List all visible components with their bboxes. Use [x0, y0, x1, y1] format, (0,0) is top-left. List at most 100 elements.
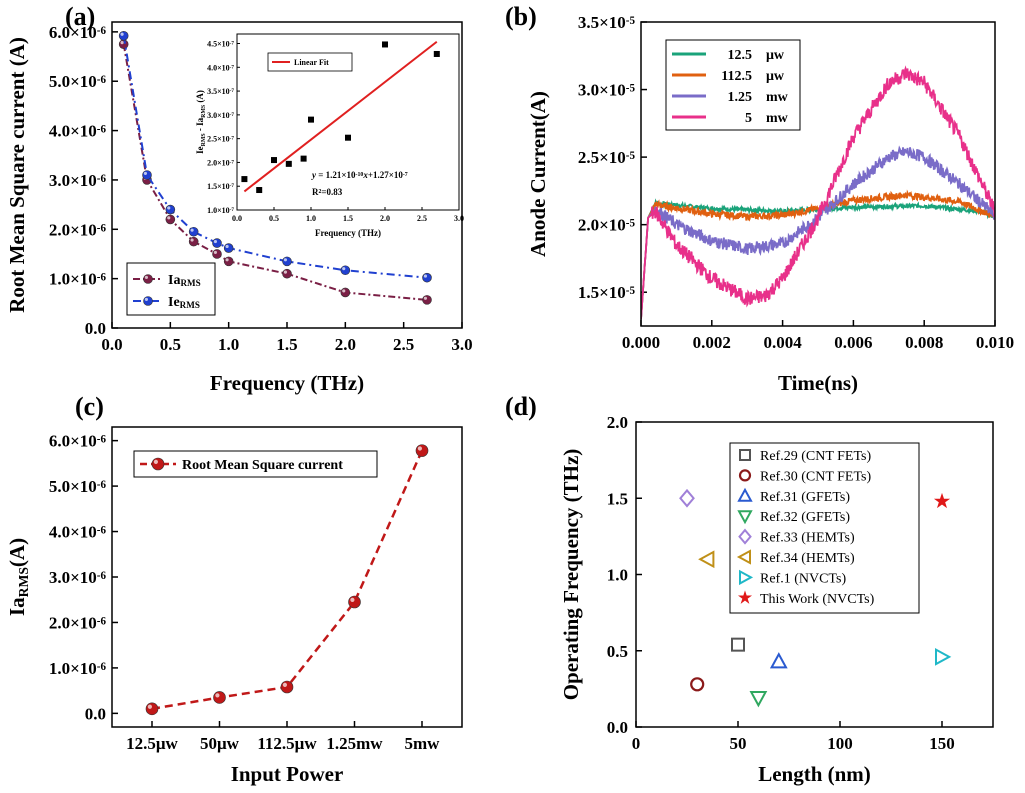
data-point-ie-highlight — [225, 244, 229, 249]
data-point-triangle-up — [769, 652, 788, 669]
legend-label: Ref.30 (CNT FETs) — [760, 469, 871, 484]
legend-marker — [738, 528, 752, 545]
y-axis-label: IaRMS(A) — [5, 538, 31, 616]
data-point — [415, 444, 429, 457]
panel-label-d: (d) — [505, 392, 537, 421]
panel-a: (a) 0.0 0.5 1.0 1.5 2.0 2.5 3.0 0.0 1.0×10-6 2.0×1… — [5, 2, 473, 395]
inset-y-tick-label: 2.5×10-7 — [207, 135, 234, 144]
linear-fit-line — [243, 40, 438, 193]
y-tick-label: 5.0×10-6 — [49, 72, 107, 91]
x-tick-label: 2.0 — [335, 335, 356, 354]
data-point-square — [731, 637, 745, 652]
y-tick-label: 6.0×10-6 — [49, 432, 107, 451]
legend-d: Ref.29 (CNT FETs) Ref.30 (CNT FETs) Ref.31… — [729, 442, 920, 614]
data-point-ie — [118, 31, 129, 41]
data-point-ie-highlight — [143, 171, 147, 175]
x-tick-label: 5mw — [405, 734, 441, 753]
data-point-ie — [188, 226, 199, 237]
y-axis-label: Anode Current(A) — [526, 91, 550, 257]
data-point-ia — [165, 214, 176, 225]
legend-label: This Work (NVCTs) — [760, 592, 875, 607]
data-point-triangle-left — [698, 550, 715, 569]
data-point — [145, 702, 159, 716]
y-tick-label: 2.0×10-5 — [578, 216, 636, 235]
legend-marker-highlight — [153, 459, 158, 464]
x-tick-label: 0.006 — [834, 333, 872, 352]
data-point — [348, 595, 361, 609]
data-point-ie-highlight — [423, 274, 427, 278]
y-tick-label: 3.0×10-6 — [49, 171, 107, 190]
inset-x-tick-label: 2.0 — [380, 214, 390, 223]
y-tick-label: 2.0×10-6 — [49, 613, 107, 632]
legend-label: Root Mean Square current — [182, 458, 343, 473]
data-point — [280, 680, 294, 694]
legend-marker-highlight — [144, 297, 148, 301]
legend-unit: mw — [766, 90, 789, 105]
data-point-ie — [142, 170, 152, 180]
panel-c: (c) 12.5μw 50μw 112.5μw 1.25mw 5mw 0.0 1.0×10-6… — [5, 392, 463, 786]
data-point-ia-highlight — [225, 258, 229, 262]
y-tick-label: 2.0 — [607, 413, 628, 432]
data-point-ie — [223, 243, 234, 253]
x-tick-label: 150 — [929, 734, 955, 753]
inset-data-point — [271, 157, 277, 164]
data-point-ia-highlight — [167, 216, 171, 220]
legend-label: Ref.32 (GFETs) — [760, 510, 850, 525]
legend-box — [729, 442, 920, 614]
x-tick-label: 0.008 — [905, 333, 943, 352]
inset-y-tick-label: 4.5×10-7 — [207, 40, 234, 49]
y-tick-label: 5.0×10-6 — [49, 477, 107, 496]
inset-x-tick-label: 3.0 — [454, 214, 464, 223]
data-point — [213, 691, 226, 704]
data-point-ia-highlight — [342, 289, 346, 293]
x-tick-label: 3.0 — [451, 335, 472, 354]
y-tick-label: 2.5×10-5 — [578, 148, 636, 167]
data-point-triangle-right — [935, 647, 952, 666]
y-tick-label: 1.5 — [607, 489, 628, 508]
data-point-star — [933, 492, 951, 509]
fit-equation: y = 1.21×10-10x+1.27×10-7 — [311, 170, 408, 180]
legend-marker — [737, 510, 753, 525]
inset-x-tick-label: 2.5 — [417, 214, 427, 223]
inset-chart: 0.0 0.5 1.0 1.5 2.0 2.5 3.0 1.0×10-7 1.5×10-7 2.0… — [195, 33, 464, 238]
data-point-ia — [340, 287, 351, 298]
data-point-triangle-down — [749, 691, 768, 708]
x-tick-label: 112.5μw — [257, 734, 317, 753]
x-axis-label: Frequency (THz) — [210, 371, 364, 395]
x-tick-label: 0.004 — [763, 333, 802, 352]
series-line — [151, 450, 424, 711]
panel-d: (d) 0 50 100 150 0.0 0.5 1.0 1.5 2.0 Length (nm) Op… — [505, 392, 994, 786]
panel-label-a: (a) — [65, 2, 95, 31]
inset-y-tick-label: 1.5×10-7 — [207, 182, 234, 191]
inset-data-point — [382, 41, 388, 48]
legend-marker — [738, 469, 752, 482]
data-point-ie-highlight — [342, 267, 346, 271]
x-axis-label: Length (nm) — [758, 762, 871, 786]
legend-b: 12.5 μw 112.5 μw 1.25 mw 5 mw — [665, 39, 801, 131]
data-point-ia — [212, 249, 222, 259]
data-point-ia — [282, 268, 292, 279]
panel-label-c: (c) — [75, 392, 104, 421]
x-tick-label: 1.25mw — [326, 734, 383, 753]
data-point-highlight — [147, 704, 152, 709]
data-point-ie — [212, 238, 222, 248]
data-point-ie-highlight — [190, 228, 194, 232]
inset-y-axis-label: IeRMS - IaRMS (A) — [195, 90, 207, 154]
inset-legend-box — [267, 52, 353, 72]
y-axis-label: Root Mean Square current (A) — [5, 37, 29, 313]
y-tick-label: 0.0 — [607, 718, 628, 737]
legend-label: Ref.33 (HEMTs) — [760, 531, 855, 546]
inset-x-tick-label: 1.0 — [306, 214, 316, 223]
legend-marker — [143, 296, 153, 306]
x-tick-label: 0.010 — [976, 333, 1014, 352]
legend-c: Root Mean Square current — [133, 450, 378, 478]
legend-marker — [739, 569, 754, 586]
data-point-ia-highlight — [190, 238, 194, 242]
legend-value: 112.5 — [721, 69, 752, 84]
data-point-ie-highlight — [120, 32, 124, 36]
inset-y-tick-label: 3.0×10-7 — [207, 111, 234, 120]
series-group — [641, 65, 995, 320]
x-tick-label: 1.5 — [276, 335, 297, 354]
legend-value: 5 — [745, 111, 752, 126]
legend-box — [126, 262, 216, 316]
